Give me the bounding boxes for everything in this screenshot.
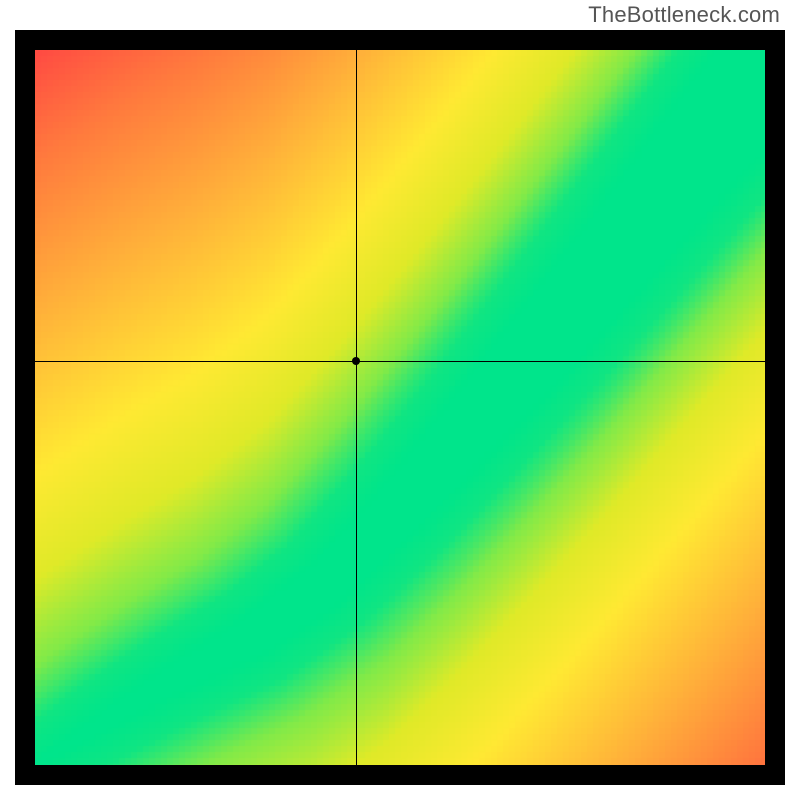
heatmap-canvas [35, 50, 765, 765]
chart-frame [15, 30, 785, 785]
crosshair-vertical [356, 50, 357, 765]
chart-plot-area [35, 50, 765, 765]
watermark-text: TheBottleneck.com [588, 2, 780, 28]
crosshair-horizontal [35, 361, 765, 362]
chart-container: TheBottleneck.com [0, 0, 800, 800]
